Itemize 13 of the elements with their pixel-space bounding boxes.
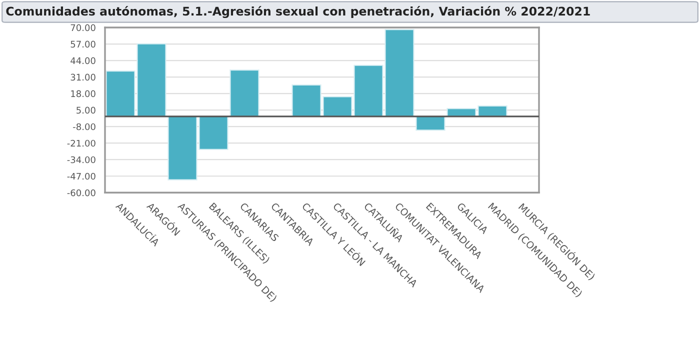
y-tick-label: 31.00 <box>70 74 96 81</box>
bar <box>230 70 260 117</box>
y-tick-label: 18.00 <box>71 90 96 98</box>
y-tick-label: 44.00 <box>70 57 96 64</box>
y-tick-label: -60.00 <box>67 189 96 196</box>
y-tick-label: -8.00 <box>73 123 96 130</box>
y-tick-label: -34.00 <box>67 156 96 164</box>
chart-title: Comunidades autónomas, 5.1.-Agresión sexual con penetración, Variación % 2022/2021 <box>6 6 590 18</box>
y-tick-label: -21.00 <box>67 140 96 147</box>
y-tick-label: -47.00 <box>67 172 96 180</box>
y-tick-label: 57.00 <box>70 40 96 48</box>
y-tick-label: 70.00 <box>70 24 96 32</box>
y-tick-label: 5.00 <box>76 106 96 114</box>
